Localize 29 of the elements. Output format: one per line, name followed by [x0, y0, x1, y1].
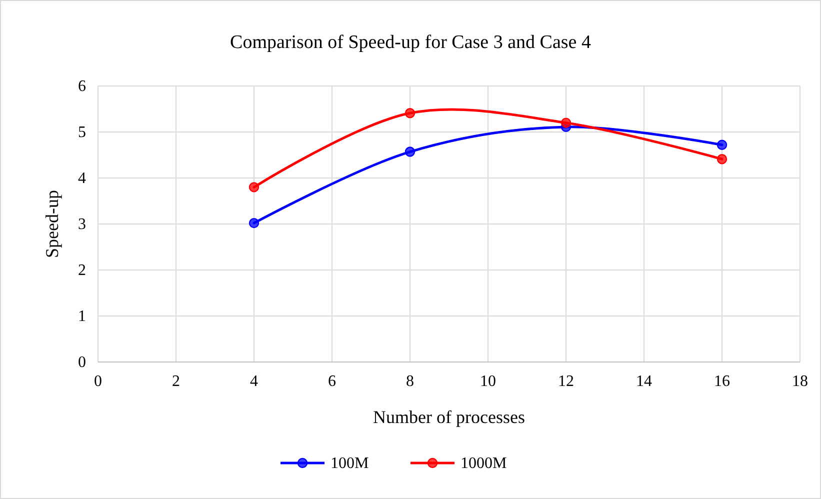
- point: [248, 218, 260, 228]
- point: [560, 118, 572, 128]
- y-tick-label: 6: [78, 78, 86, 95]
- x-tick-label: 2: [172, 373, 180, 390]
- y-tick-label: 2: [78, 262, 86, 279]
- x-tick-label: 0: [94, 373, 102, 390]
- x-tick-label: 12: [558, 373, 574, 390]
- y-tick-label: 4: [78, 170, 86, 187]
- y-axis-title: Speed-up: [42, 190, 62, 258]
- point: [716, 154, 728, 164]
- legend-label: 100M: [330, 455, 369, 472]
- x-tick-label: 6: [328, 373, 336, 390]
- y-tick-label: 1: [78, 308, 86, 325]
- point: [404, 146, 416, 157]
- y-tick-label: 0: [78, 354, 86, 371]
- x-tick-label: 10: [480, 373, 496, 390]
- y-tick-label: 5: [78, 124, 86, 141]
- x-tick-label: 16: [714, 373, 730, 390]
- point: [716, 140, 728, 150]
- x-tick-label: 4: [250, 373, 258, 390]
- legend-label: 1000M: [460, 455, 507, 472]
- chart-title: Comparison of Speed-up for Case 3 and Case 4: [230, 32, 592, 53]
- x-tick-label: 8: [406, 373, 414, 390]
- x-tick-label: 14: [636, 373, 652, 390]
- point: [248, 182, 260, 192]
- y-tick-label: 3: [78, 216, 86, 233]
- x-tick-label: 18: [792, 373, 808, 390]
- point: [404, 108, 416, 118]
- x-axis-title: Number of processes: [373, 407, 525, 427]
